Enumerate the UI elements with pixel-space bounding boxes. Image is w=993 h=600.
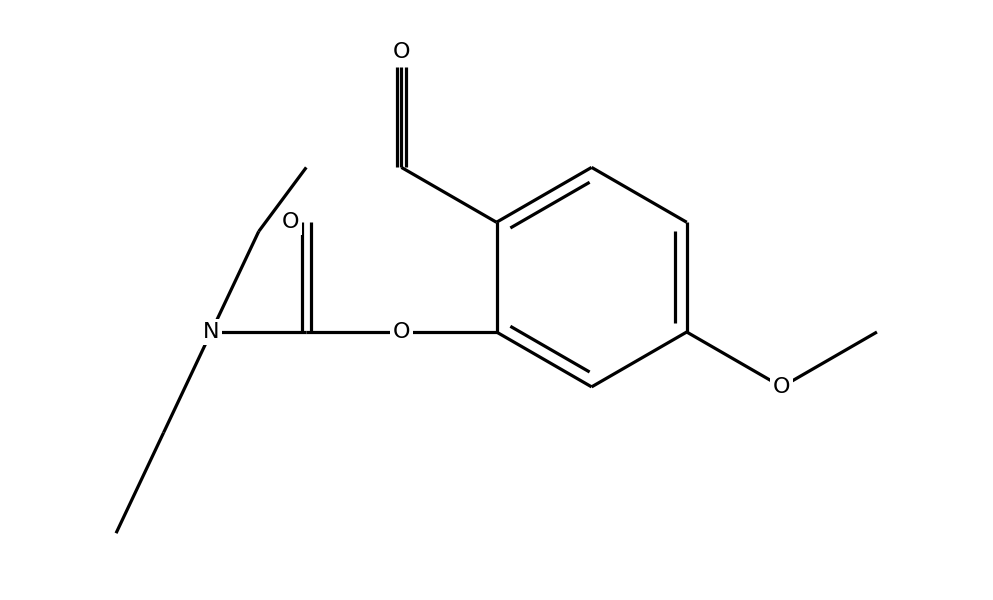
Text: O: O [392,322,410,342]
Text: N: N [203,322,219,342]
Text: O: O [281,212,299,232]
Text: O: O [774,377,790,397]
Text: O: O [392,42,410,62]
